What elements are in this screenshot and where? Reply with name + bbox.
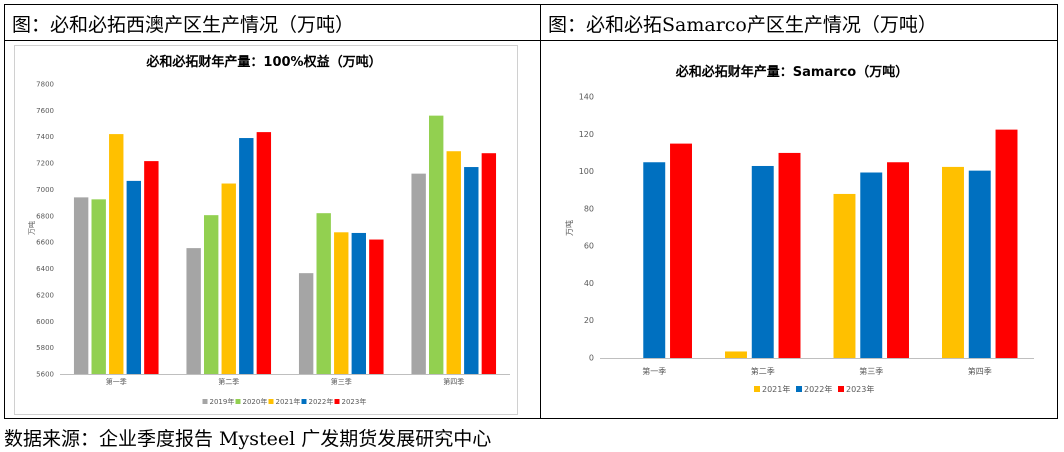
chart1-bar-2022年 <box>126 180 141 374</box>
chart2-x-tick-label: 第四季 <box>968 366 992 376</box>
chart1-bar-2020年 <box>429 115 444 375</box>
chart1-legend-swatch <box>334 399 340 404</box>
chart2-y-tick: 100 <box>579 167 594 176</box>
chart1-bar-2023年 <box>481 153 497 374</box>
chart1-legend-label: 2019年 <box>210 397 235 406</box>
chart2-bar-2023年 <box>995 129 1018 358</box>
chart2-legend-swatch <box>838 386 844 392</box>
chart2-bar-2021年 <box>942 166 964 358</box>
chart1-legend-swatch <box>268 399 274 404</box>
chart2-title: 必和必拓财年产量：Samarco（万吨） <box>675 64 909 80</box>
chart2-bar-2022年 <box>860 172 883 358</box>
chart1-bar-2019年 <box>186 248 201 374</box>
chart1-y-tick: 7400 <box>36 133 54 141</box>
chart2-legend-swatch <box>796 386 802 392</box>
chart2-legend-swatch <box>754 386 760 392</box>
chart2-legend-label: 2021年 <box>762 384 790 394</box>
chart2-bar-2023年 <box>887 162 909 358</box>
figure-frame <box>4 4 1058 419</box>
title-divider <box>4 40 1058 41</box>
chart1-bar-2020年 <box>91 199 106 374</box>
chart1-bar-2020年 <box>204 215 219 374</box>
chart1-x-tick-label: 第三季 <box>331 377 352 386</box>
chart1-legend-swatch <box>301 399 307 404</box>
chart1-bar-2023年 <box>369 239 384 374</box>
chart1-legend-swatch <box>202 399 208 404</box>
chart2-x-tick-label: 第一季 <box>642 366 666 376</box>
chart1-y-tick: 6200 <box>36 291 54 299</box>
chart2-bar-2023年 <box>670 143 692 358</box>
chart2-bar-2022年 <box>751 165 774 358</box>
chart1-y-tick: 6400 <box>36 265 54 273</box>
chart2-x-tick-label: 第三季 <box>859 366 883 376</box>
chart2-y-axis-label: 万吨 <box>564 220 574 236</box>
chart1-bar-2019年 <box>411 173 426 374</box>
chart1-x-tick-label: 第二季 <box>218 377 239 386</box>
chart1-legend-label: 2020年 <box>243 397 268 406</box>
chart1-y-axis-label: 万吨 <box>27 221 36 235</box>
right-panel-title: 图：必和必拓Samarco产区生产情况（万吨） <box>548 14 937 36</box>
chart1-y-tick: 7000 <box>36 186 54 194</box>
chart1-bar-2023年 <box>144 161 159 374</box>
panel-divider <box>540 4 541 419</box>
chart1-y-tick: 7800 <box>36 81 54 89</box>
chart1-bar-2022年 <box>464 167 479 374</box>
chart1-bar-2021年 <box>334 232 349 374</box>
chart1-bar-2022年 <box>239 138 254 374</box>
chart1-y-tick: 6000 <box>36 318 54 326</box>
chart2-x-tick-label: 第二季 <box>751 366 775 376</box>
chart2-legend-label: 2023年 <box>846 384 874 394</box>
chart1-x-tick-label: 第四季 <box>443 377 464 386</box>
chart2-bar-2021年 <box>833 193 856 358</box>
chart2-y-tick: 20 <box>584 316 594 325</box>
chart1-y-tick: 7200 <box>36 160 54 168</box>
chart1-bar-2021年 <box>221 183 236 374</box>
chart2-legend-label: 2022年 <box>804 384 832 394</box>
chart2-bar-2022年 <box>643 162 666 358</box>
chart1-bar-2021年 <box>446 151 461 374</box>
chart1-bar-2021年 <box>109 134 124 374</box>
chart1-x-tick-label: 第一季 <box>106 377 127 386</box>
chart2-bar-2021年 <box>725 351 747 358</box>
chart1-legend-label: 2022年 <box>309 397 334 406</box>
chart2-y-tick: 80 <box>584 204 594 213</box>
left-panel-title: 图：必和必拓西澳产区生产情况（万吨） <box>12 14 355 36</box>
chart1-bar-2019年 <box>298 273 314 374</box>
chart2-y-tick: 40 <box>584 279 594 288</box>
chart1-bar-2023年 <box>256 132 272 374</box>
chart1-legend-swatch <box>235 399 241 404</box>
chart1-legend-label: 2021年 <box>276 397 301 406</box>
chart1-y-tick: 6800 <box>36 212 54 220</box>
chart1-y-tick: 7600 <box>36 107 54 115</box>
source-note: 数据来源：企业季度报告 Mysteel 广发期货发展研究中心 <box>4 428 492 450</box>
chart2-y-tick: 120 <box>579 130 594 139</box>
chart2-bar-2022年 <box>968 170 991 358</box>
chart1-title: 必和必拓财年产量：100%权益（万吨） <box>145 54 381 70</box>
chart1-bar-2019年 <box>73 197 89 374</box>
left-chart-border <box>14 45 518 415</box>
chart2-y-tick: 60 <box>584 242 594 251</box>
chart1-y-tick: 5600 <box>36 371 54 379</box>
chart2-bar-2023年 <box>778 152 801 358</box>
chart2-y-tick: 0 <box>589 354 594 363</box>
chart1-y-tick: 6600 <box>36 239 54 247</box>
chart2-y-tick: 140 <box>579 93 594 102</box>
chart1-bar-2020年 <box>316 213 331 374</box>
chart1-legend-label: 2023年 <box>342 397 367 406</box>
chart1-bar-2022年 <box>351 232 366 374</box>
chart1-y-tick: 5800 <box>36 344 54 352</box>
